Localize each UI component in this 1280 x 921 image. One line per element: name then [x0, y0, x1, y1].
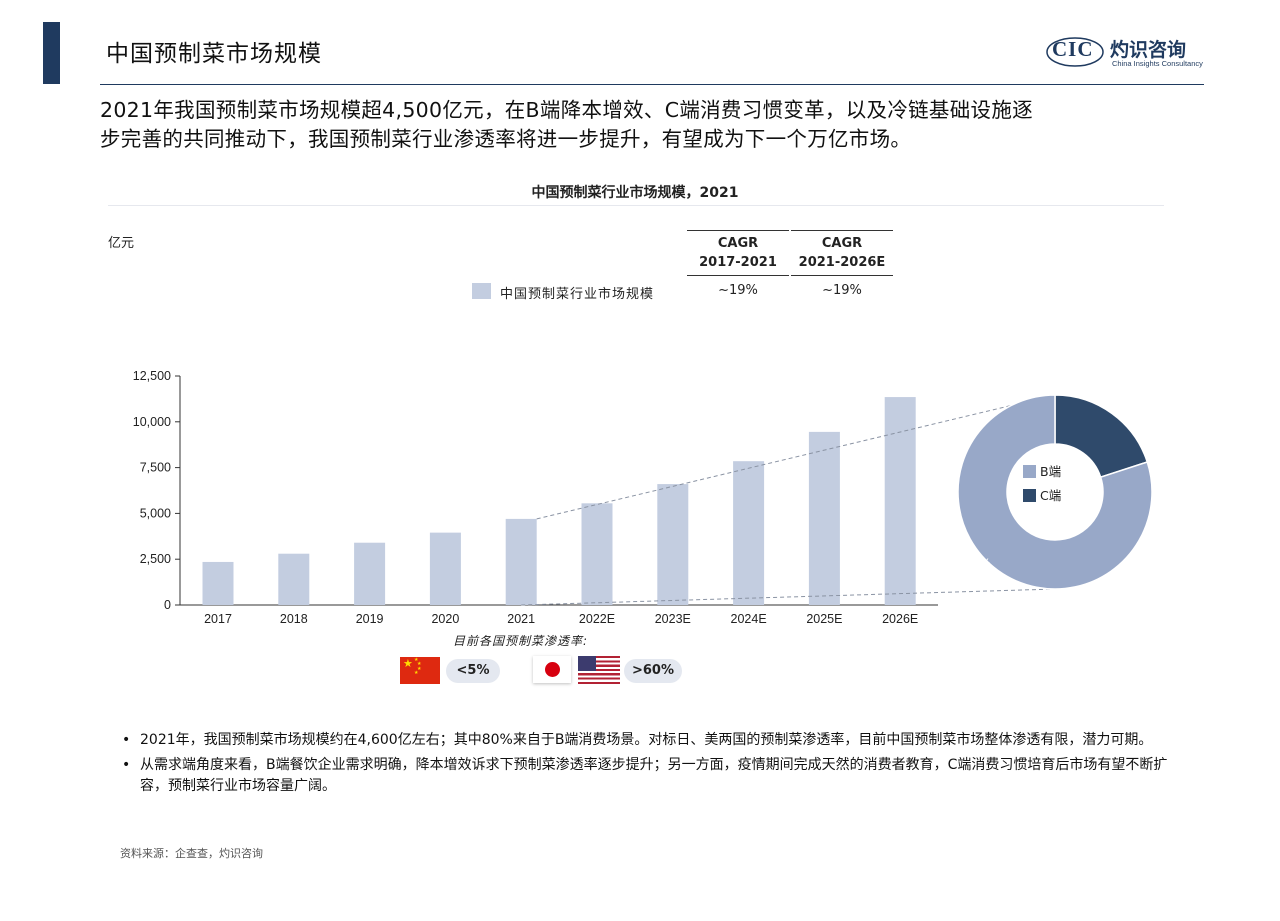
china-flag-icon: ★ ★ ★ ★ ★ [400, 657, 440, 684]
source-note: 资料来源：企查查，灼识咨询 [120, 847, 263, 860]
header-divider [100, 84, 1204, 85]
x-tick-label: 2017 [204, 612, 232, 626]
x-tick-label: 2018 [280, 612, 308, 626]
bar [884, 397, 916, 605]
page-title: 中国预制菜市场规模 [106, 41, 322, 67]
bullet-item: • 2021年，我国预制菜市场规模约在4,600亿左右；其中80%来自于B端消费场… [122, 730, 1172, 751]
china-penetration-badge: <5% [446, 659, 500, 683]
bar [278, 553, 310, 605]
y-tick-label: 7,500 [140, 461, 171, 475]
legend-swatch-market-size [472, 283, 491, 299]
x-tick-label: 2020 [431, 612, 459, 626]
logo-chinese-name: 灼识咨询 [1110, 39, 1187, 61]
header-accent-bar [43, 22, 60, 84]
cic-logo-icon [1046, 37, 1104, 67]
cic-logo: CIC 灼识咨询 China Insights Consultancy [1046, 34, 1206, 74]
cagr-value-2021-2026e: ~19% [822, 283, 862, 298]
bullet-item: • 从需求端角度来看，B端餐饮企业需求明确，降本增效诉求下预制菜渗透率逐步提升；另… [122, 755, 1172, 797]
cagr-header-period: 2017-2021 [699, 255, 777, 270]
japan-flag-icon [533, 656, 571, 683]
pie-legend-label: C端 [1040, 488, 1061, 503]
x-tick-label: 2023E [655, 612, 691, 626]
x-tick-label: 2024E [731, 612, 767, 626]
pie-slice-b [957, 394, 1153, 590]
bar [657, 484, 689, 605]
x-tick-label: 2026E [882, 612, 918, 626]
pie-value-label: 20.0% [1096, 386, 1131, 400]
cagr-header-period: 2021-2026E [798, 255, 886, 270]
bullet-text: 从需求端角度来看，B端餐饮企业需求明确，降本增效诉求下预制菜渗透率逐步提升；另一… [140, 757, 1168, 794]
chart-title: 中国预制菜行业市场规模，2021 [531, 185, 739, 201]
bar [505, 518, 537, 605]
cagr-header-2021-2026e: CAGR 2021-2026E [791, 230, 893, 276]
pie-slice-c [1054, 394, 1149, 479]
bar [581, 503, 613, 605]
bar [429, 532, 461, 605]
headline-line-2: 步完善的共同推动下，我国预制菜行业渗透率将进一步提升，有望成为下一个万亿市场。 [100, 127, 912, 151]
pie-value-label: 80.0% [955, 557, 990, 571]
y-tick-label: 12,500 [133, 369, 171, 383]
cagr-value-2017-2021: ~19% [718, 283, 758, 298]
x-tick-label: 2022E [579, 612, 615, 626]
bar [202, 561, 234, 605]
cagr-header-2017-2021: CAGR 2017-2021 [687, 230, 789, 276]
penetration-title: 目前各国预制菜渗透率: [453, 634, 589, 648]
pie-legend-label: B端 [1040, 464, 1061, 479]
cagr-header-label: CAGR [821, 236, 863, 251]
bullet-dot: • [122, 757, 131, 773]
y-tick-label: 0 [164, 598, 171, 612]
x-tick-label: 2021 [507, 612, 535, 626]
x-tick-label: 2025E [806, 612, 842, 626]
bar [354, 542, 386, 605]
y-tick-label: 10,000 [133, 415, 171, 429]
y-axis-unit-label: 亿元 [108, 236, 135, 251]
headline: 2021年我国预制菜市场规模超4,500亿元，在B端降本增效、C端消费习惯变革，… [100, 96, 1180, 154]
pie-legend-swatch [1023, 465, 1036, 478]
y-tick-label: 2,500 [140, 552, 171, 566]
bullet-list: • 2021年，我国预制菜市场规模约在4,600亿左右；其中80%来自于B端消费场… [122, 730, 1172, 801]
connector-line-top [536, 394, 1056, 520]
bullet-text: 2021年，我国预制菜市场规模约在4,600亿左右；其中80%来自于B端消费场景… [140, 732, 1153, 748]
legend-label-market-size: 中国预制菜行业市场规模 [500, 287, 655, 302]
us-japan-penetration-badge: >60% [624, 659, 682, 683]
bar [733, 461, 765, 605]
usa-flag-icon [578, 656, 620, 684]
x-tick-label: 2019 [356, 612, 384, 626]
headline-line-1: 2021年我国预制菜市场规模超4,500亿元，在B端降本增效、C端消费习惯变革，… [100, 98, 1033, 122]
bullet-dot: • [122, 732, 131, 748]
bar [808, 431, 840, 605]
logo-cic-text: CIC [1052, 37, 1094, 61]
connector-line-bottom [521, 588, 1056, 606]
cagr-header-label: CAGR [717, 236, 759, 251]
chart-title-divider [108, 205, 1164, 206]
y-tick-label: 5,000 [140, 506, 171, 520]
logo-english-name: China Insights Consultancy [1112, 59, 1203, 68]
pie-legend-swatch [1023, 489, 1036, 502]
